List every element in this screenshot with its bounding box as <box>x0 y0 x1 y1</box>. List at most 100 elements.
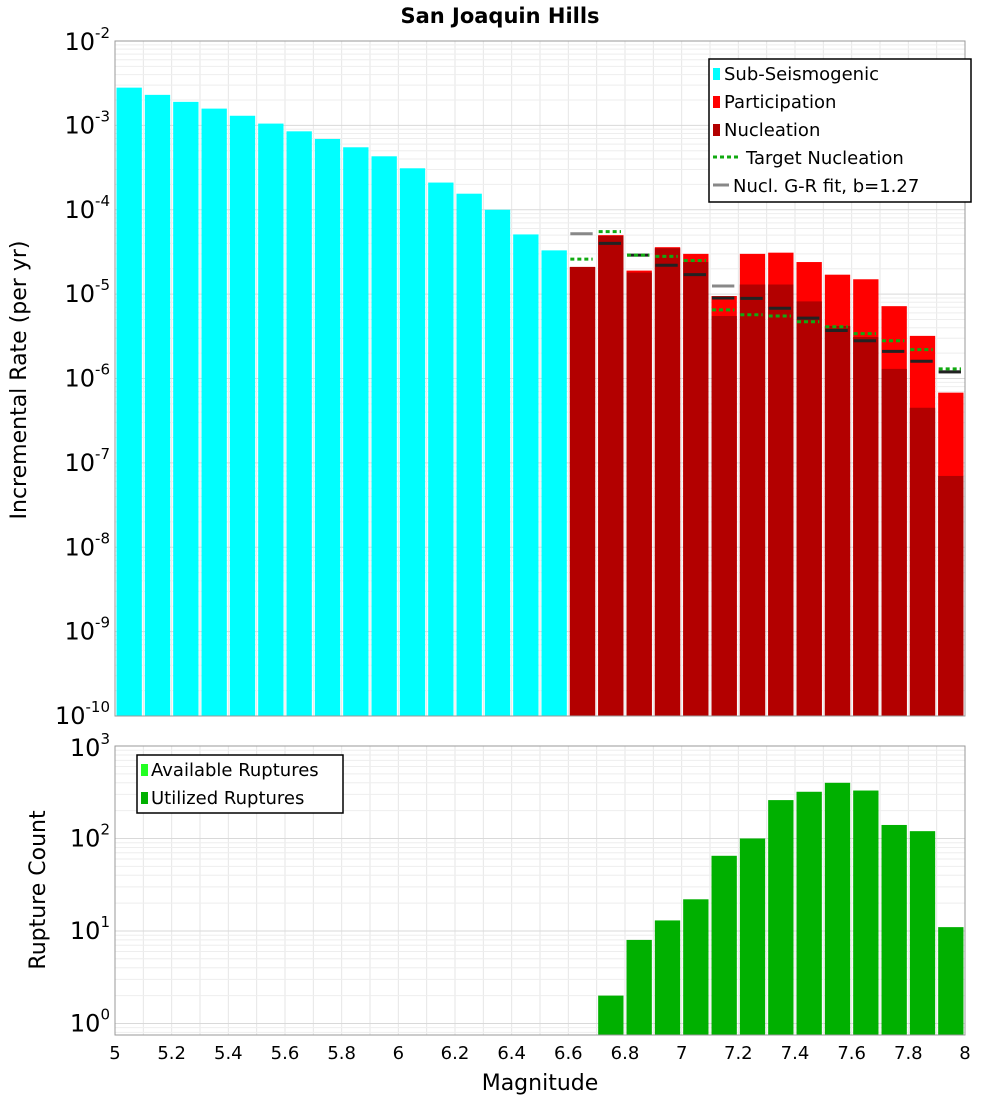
sub-seismogenic-bar <box>286 131 312 717</box>
y-tick-label: 10-3 <box>64 107 110 139</box>
sub-seismogenic-bar <box>399 168 426 716</box>
x-tick-label: 7.6 <box>837 1043 866 1064</box>
bottom-y-axis-label: Rupture Count <box>26 810 51 970</box>
nucleation-bar <box>711 316 737 716</box>
nucleation-bar <box>796 301 822 716</box>
utilized-ruptures-bar <box>881 824 907 1035</box>
nucleation-bar <box>824 325 851 716</box>
x-tick-label: 7.2 <box>724 1043 753 1064</box>
x-tick-label: 6.4 <box>497 1043 526 1064</box>
sub-seismogenic-bar <box>201 108 227 717</box>
sub-seismogenic-bar <box>258 123 284 716</box>
top-legend: Sub-Seismogenic Participation Nucleation… <box>708 58 972 203</box>
nucleation-bar <box>739 284 766 716</box>
legend-swatch-utilized <box>141 792 148 804</box>
x-tick-label: 5.8 <box>327 1043 356 1064</box>
y-tick-label: 10-10 <box>55 698 110 730</box>
x-axis-label: Magnitude <box>482 1071 599 1096</box>
utilized-ruptures-bar <box>739 838 766 1035</box>
y-tick-label: 10-8 <box>64 529 110 561</box>
y-tick-label: 10-6 <box>64 361 110 393</box>
utilized-ruptures-bar <box>824 782 851 1035</box>
nucleation-bar <box>569 266 596 716</box>
utilized-ruptures-bar <box>711 855 737 1035</box>
x-tick-label: 6.8 <box>611 1043 640 1064</box>
utilized-ruptures-bar <box>626 939 652 1035</box>
nucleation-bar <box>881 368 907 716</box>
x-tick-label: 5 <box>109 1043 120 1064</box>
utilized-ruptures-bar <box>683 899 709 1035</box>
nucleation-bar <box>654 248 681 717</box>
legend-swatch-participation <box>713 96 720 108</box>
y-tick-label: 102 <box>70 820 110 852</box>
utilized-ruptures-bar <box>654 920 681 1035</box>
legend-label-gr-fit: Nucl. G-R fit, b=1.27 <box>733 176 919 197</box>
legend-label-sub-seismogenic: Sub-Seismogenic <box>724 64 879 85</box>
legend-swatch-sub-seismogenic <box>713 68 720 80</box>
top-legend-box <box>708 58 972 203</box>
x-tick-label: 6.6 <box>554 1043 583 1064</box>
utilized-ruptures-bar <box>909 831 936 1035</box>
sub-seismogenic-bar <box>371 156 397 717</box>
bottom-plot-frame <box>114 745 966 1036</box>
chart-title: San Joaquin Hills <box>400 4 599 28</box>
y-tick-label: 101 <box>70 913 110 945</box>
x-tick-label: 5.4 <box>214 1043 243 1064</box>
sub-seismogenic-bar <box>513 234 539 716</box>
y-tick-label: 103 <box>70 730 110 762</box>
sub-seismogenic-bar <box>314 138 341 716</box>
y-tick-label: 10-7 <box>64 445 110 477</box>
top-plot-frame <box>114 40 966 717</box>
x-tick-label: 7.8 <box>894 1043 923 1064</box>
bottom-x-ticks: 5 5.2 5.4 5.6 5.8 6 6.2 6.4 6.6 6.8 7 7.2 7.4 7.6 7.8 8 <box>109 1043 970 1064</box>
y-tick-label: 100 <box>70 1005 110 1037</box>
bottom-y-ticks: 103 102 101 100 <box>70 730 110 1037</box>
sub-seismogenic-bar <box>428 182 454 716</box>
sub-seismogenic-bar <box>343 147 369 717</box>
utilized-ruptures-bar <box>853 790 879 1035</box>
x-tick-label: 6.2 <box>441 1043 470 1064</box>
y-tick-label: 10-5 <box>64 276 110 308</box>
utilized-ruptures-bar <box>598 995 624 1035</box>
legend-label-available: Available Ruptures <box>151 760 319 781</box>
nucleation-bar <box>938 475 964 716</box>
sub-seismogenic-bar <box>456 193 482 716</box>
sub-seismogenic-bar <box>116 87 142 716</box>
top-y-axis-label: Incremental Rate (per yr) <box>7 241 32 520</box>
bottom-legend: Available Ruptures Utilized Ruptures <box>136 754 344 814</box>
top-lines <box>570 230 961 374</box>
y-tick-label: 10-2 <box>64 24 110 56</box>
nucleation-bar <box>683 262 709 716</box>
x-tick-label: 7 <box>676 1043 687 1064</box>
nucleation-bar <box>909 407 936 716</box>
sub-seismogenic-bar <box>484 209 511 716</box>
top-y-ticks: 10-2 10-3 10-4 10-5 10-6 10-7 10-8 10-9 10-10 <box>55 24 110 730</box>
nucleation-bar <box>853 337 879 716</box>
utilized-ruptures-bar <box>768 800 794 1035</box>
x-tick-label: 5.2 <box>157 1043 186 1064</box>
bottom-legend-box <box>136 754 344 814</box>
sub-seismogenic-bar <box>541 250 567 717</box>
x-tick-label: 6 <box>393 1043 404 1064</box>
legend-label-nucleation: Nucleation <box>724 120 820 141</box>
top-bars <box>116 87 964 717</box>
y-tick-label: 10-9 <box>64 614 110 646</box>
x-tick-label: 5.6 <box>271 1043 300 1064</box>
top-grid <box>114 40 966 717</box>
utilized-ruptures-bar <box>938 927 964 1035</box>
x-tick-label: 7.4 <box>781 1043 810 1064</box>
utilized-ruptures-bar <box>796 791 822 1035</box>
sub-seismogenic-bar <box>173 101 199 716</box>
legend-label-utilized: Utilized Ruptures <box>151 788 304 809</box>
sub-seismogenic-bar <box>229 115 256 716</box>
x-tick-label: 8 <box>959 1043 970 1064</box>
legend-swatch-nucleation <box>713 124 720 136</box>
sub-seismogenic-bar <box>144 94 171 716</box>
nucleation-bar <box>768 284 794 716</box>
bottom-bars <box>598 782 964 1035</box>
legend-swatch-available <box>141 764 148 776</box>
y-tick-label: 10-4 <box>64 192 110 224</box>
legend-label-target-nucleation: Target Nucleation <box>745 148 904 169</box>
nucleation-bar <box>626 272 652 716</box>
